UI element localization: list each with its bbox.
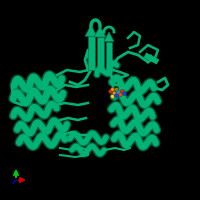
Polygon shape bbox=[96, 37, 104, 70]
Polygon shape bbox=[104, 32, 114, 42]
Polygon shape bbox=[88, 36, 95, 70]
Polygon shape bbox=[106, 42, 112, 70]
Polygon shape bbox=[94, 26, 106, 37]
Polygon shape bbox=[85, 25, 97, 36]
